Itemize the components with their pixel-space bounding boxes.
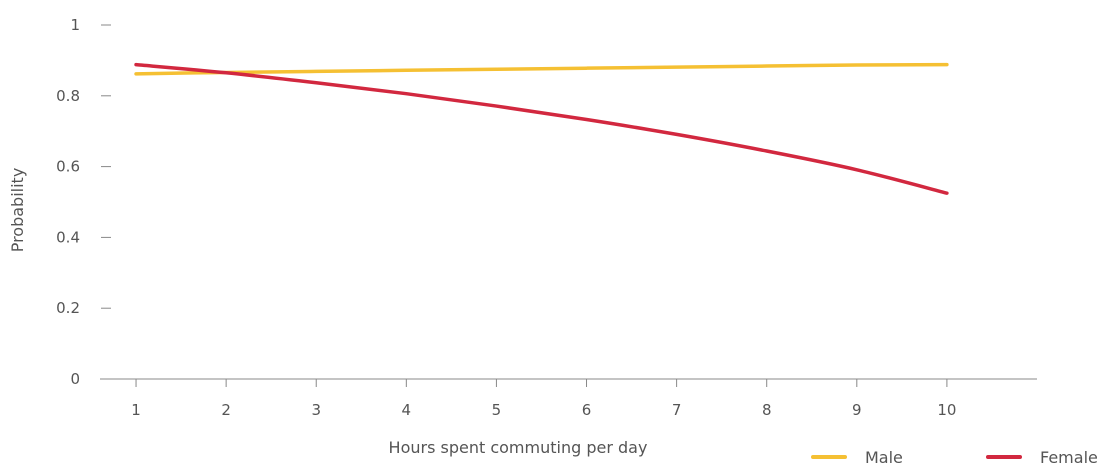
series-line-male <box>134 62 949 76</box>
x-tick-label: 7 <box>672 401 682 419</box>
x-tick-label: 5 <box>492 401 502 419</box>
y-axis: 0 0.2 0.4 0.6 0.8 1 <box>56 16 111 388</box>
x-tick-label: 2 <box>221 401 231 419</box>
legend: Male Female <box>811 448 1098 466</box>
y-tick-label: 1 <box>70 16 80 34</box>
y-tick-label: 0.8 <box>56 87 80 105</box>
x-axis: 1 2 3 4 5 6 7 8 9 10 <box>100 378 1037 419</box>
y-tick-label: 0.2 <box>56 299 80 317</box>
x-tick-label: 10 <box>937 401 956 419</box>
series-line-female <box>134 62 949 195</box>
series-layer <box>134 62 949 195</box>
legend-label: Male <box>865 448 903 466</box>
x-tick-label: 3 <box>311 401 321 419</box>
y-tick-label: 0 <box>70 370 80 388</box>
y-axis-title: Probability <box>8 168 27 253</box>
legend-label: Female <box>1040 448 1098 466</box>
y-tick-label: 0.4 <box>56 228 80 246</box>
x-tick-label: 4 <box>402 401 412 419</box>
y-tick-label: 0.6 <box>56 158 80 176</box>
legend-item-male: Male <box>811 448 903 466</box>
x-tick-label: 8 <box>762 401 772 419</box>
legend-item-female: Female <box>986 448 1098 466</box>
x-tick-label: 9 <box>852 401 862 419</box>
x-tick-label: 6 <box>582 401 592 419</box>
x-axis-title: Hours spent commuting per day <box>389 438 648 457</box>
x-tick-label: 1 <box>131 401 141 419</box>
